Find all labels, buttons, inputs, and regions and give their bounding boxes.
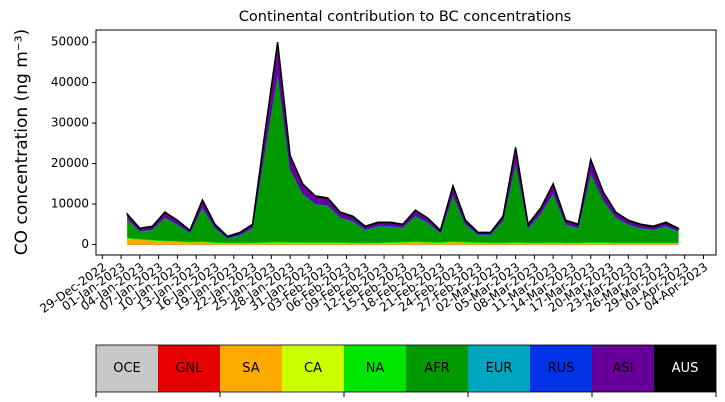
legend-swatch xyxy=(282,345,344,392)
legend-swatch xyxy=(96,345,158,392)
legend-label: OCE xyxy=(113,361,141,376)
y-tick-label: 20000 xyxy=(51,156,89,170)
legend-label: GNL xyxy=(175,361,203,376)
y-tick-label: 10000 xyxy=(51,197,89,211)
legend-label: RUS xyxy=(548,361,575,376)
y-tick-label: 0 xyxy=(81,237,89,251)
legend-frame xyxy=(95,344,717,393)
y-axis-label: CO concentration (ng m⁻³) xyxy=(12,29,32,255)
legend-swatch xyxy=(654,345,716,392)
legend-swatch xyxy=(344,345,406,392)
legend-swatch xyxy=(468,345,530,392)
legend-label: AUS xyxy=(672,361,699,376)
y-tick-label: 50000 xyxy=(51,35,89,49)
legend-swatch xyxy=(406,345,468,392)
legend-label: SA xyxy=(242,361,259,376)
y-tick-label: 40000 xyxy=(51,75,89,89)
legend: OCE GNL SA CA NA AFR EUR RUS ASI AUS xyxy=(95,344,717,397)
chart-title: Continental contribution to BC concentra… xyxy=(239,9,571,25)
legend-swatch xyxy=(220,345,282,392)
plot-frame xyxy=(95,29,717,256)
legend-swatch xyxy=(158,345,220,392)
legend-label: EUR xyxy=(486,361,513,376)
legend-swatch xyxy=(592,345,654,392)
legend-swatch xyxy=(530,345,592,392)
area xyxy=(126,42,680,238)
legend-label: AFR xyxy=(424,361,449,376)
legend-label: NA xyxy=(366,361,385,376)
legend-label: ASI xyxy=(613,361,634,376)
legend-label: CA xyxy=(304,361,322,376)
y-tick-label: 30000 xyxy=(51,116,89,130)
